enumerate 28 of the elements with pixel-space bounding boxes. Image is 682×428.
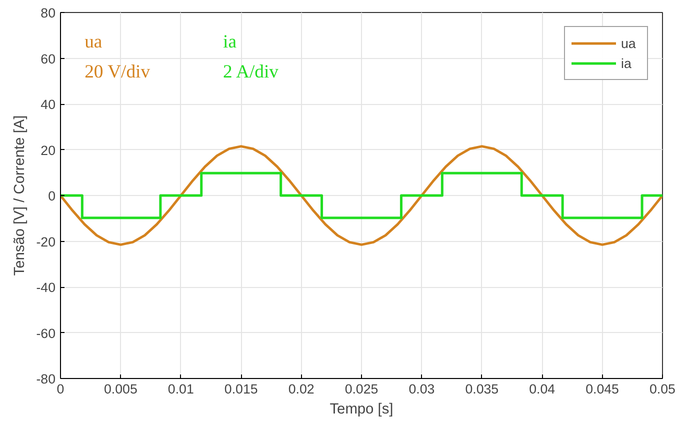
x-tick-label: 0.005 [104, 382, 138, 396]
y-tick-label: 20 [40, 142, 56, 158]
y-tick-label: 60 [40, 51, 56, 66]
annotation: ua [84, 32, 103, 53]
legend-label: ua [621, 36, 637, 50]
x-tick-label: 0.045 [586, 382, 619, 396]
x-tick-label: 0.035 [465, 382, 499, 396]
y-tick-label: -60 [36, 326, 56, 341]
x-tick-label: 0.01 [168, 382, 194, 396]
line-series [60, 145, 662, 246]
y-axis-title: Tensão [V] / Corrente [A] [12, 115, 28, 276]
annotation: ia [223, 32, 238, 53]
annotation: 20 V/div [84, 61, 151, 82]
y-tick-label: -20 [36, 234, 56, 250]
x-tick-label: 0.03 [408, 382, 435, 396]
y-tick-label: -80 [36, 372, 56, 386]
legend-label: ia [621, 56, 632, 70]
y-tick-label: -40 [36, 280, 56, 295]
y-tick-label: 40 [40, 97, 56, 112]
x-tick-label: 0.025 [344, 382, 378, 396]
x-axis-title: Tempo [s] [330, 402, 394, 418]
x-tick-label: 0.04 [529, 382, 556, 396]
annotation: 2 A/div [223, 61, 280, 82]
y-tick-label: 80 [40, 6, 56, 20]
x-tick-label: 0.015 [224, 382, 258, 396]
x-tick-label: 0.02 [288, 382, 314, 396]
y-tick-label: 0 [48, 188, 56, 204]
x-tick-label: 0.05 [650, 382, 676, 396]
